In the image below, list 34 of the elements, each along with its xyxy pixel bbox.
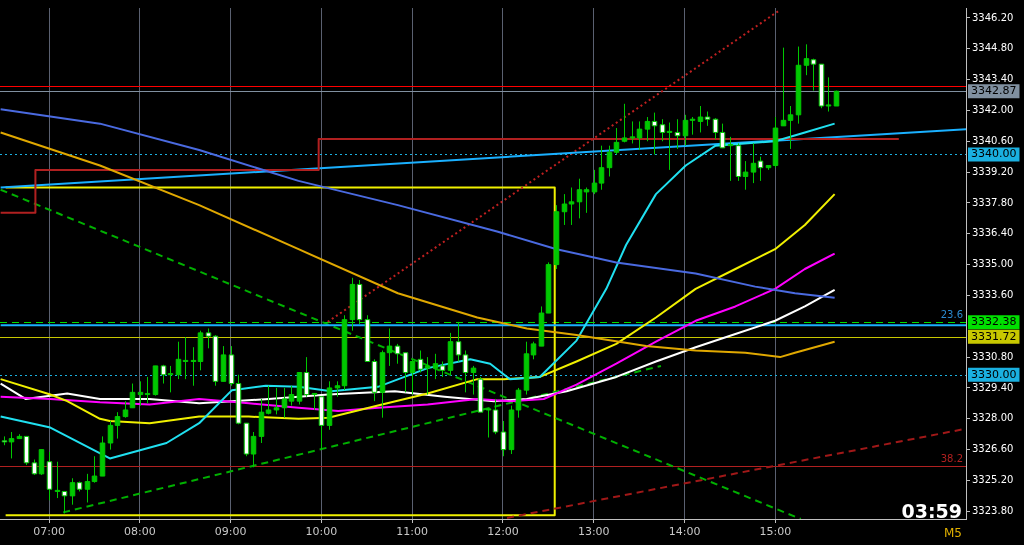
y-tick-label: 3342.00 bbox=[972, 104, 1014, 116]
x-tick-label: 07:00 bbox=[33, 525, 65, 539]
ref-line-label: 3331.72 bbox=[971, 329, 1017, 343]
x-tick-label: 12:00 bbox=[487, 525, 519, 539]
x-tick-label: 09:00 bbox=[214, 525, 247, 539]
y-tick-label: 3330.80 bbox=[972, 350, 1014, 362]
x-tick-label: 11:00 bbox=[396, 525, 429, 539]
y-tick-label: 3343.40 bbox=[972, 73, 1014, 85]
ref-line-label: 3342.87 bbox=[971, 84, 1017, 98]
text: M5 bbox=[944, 525, 962, 540]
annotation: 03:59 bbox=[901, 499, 962, 522]
ref-line-label: 3330.00 bbox=[971, 367, 1017, 381]
annotation: 38.2 bbox=[940, 452, 963, 464]
y-tick-label: 3326.60 bbox=[972, 443, 1014, 455]
x-tick-label: 15:00 bbox=[759, 525, 792, 539]
ref-line-label: 3332.38 bbox=[971, 315, 1017, 329]
x-tick-label: 10:00 bbox=[305, 525, 338, 539]
y-tick-label: 3333.60 bbox=[972, 289, 1014, 301]
y-tick-label: 3336.40 bbox=[972, 227, 1014, 239]
y-tick-label: 3323.80 bbox=[972, 504, 1014, 516]
y-tick-label: 3328.00 bbox=[972, 412, 1014, 424]
x-tick-label: 08:00 bbox=[123, 525, 156, 539]
x-tick-label: 14:00 bbox=[668, 525, 701, 539]
x-tick-label: 13:00 bbox=[577, 525, 610, 539]
y-tick-label: 3339.20 bbox=[972, 165, 1014, 177]
annotation: 23.6 bbox=[940, 309, 963, 321]
y-tick-label: 3340.60 bbox=[972, 134, 1014, 146]
y-tick-label: 3325.20 bbox=[972, 474, 1014, 486]
y-tick-label: 3335.00 bbox=[972, 258, 1014, 270]
y-tick-label: 3329.40 bbox=[972, 381, 1014, 393]
y-tick-label: 3344.80 bbox=[972, 42, 1014, 54]
y-tick-label: 3337.80 bbox=[972, 196, 1014, 208]
ref-line-label: 3340.00 bbox=[971, 147, 1017, 161]
y-tick-label: 3346.20 bbox=[972, 11, 1014, 23]
